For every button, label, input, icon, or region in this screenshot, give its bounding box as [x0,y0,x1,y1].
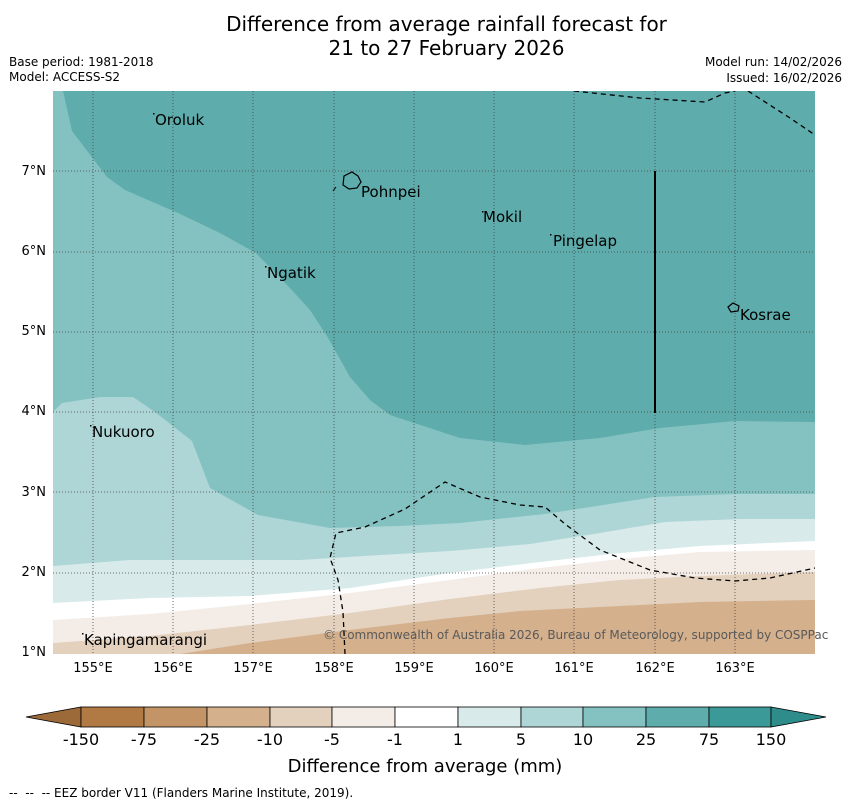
lat-label-1n: 1°N [21,645,47,660]
eez-legend: -- -- -- EEZ border V11 (Flanders Marine… [9,786,354,800]
small-island-marks [82,113,552,635]
model-run: Model run: 14/02/2026 [704,55,842,69]
pohnpei-islet [332,186,337,192]
colorbar [25,706,827,728]
colorbar-swatch-3 [206,706,271,728]
kosrae-island-shape [727,302,740,313]
colorbar-swatch-7 [457,706,522,728]
lon-label-156e: 156°E [153,661,193,676]
colorbar-swatch-11 [708,706,772,728]
colorbar-extend-high [770,706,827,728]
colorbar-tick-25: 25 [635,730,657,749]
base-period: Base period: 1981-2018 [9,55,154,69]
map-title-line-1: Difference from average rainfall forecas… [226,12,667,36]
lat-label-2n: 2°N [21,565,47,580]
colorbar-swatch-10 [645,706,710,728]
place-label-mokil: Mokil [483,208,523,226]
place-label-pingelap: Pingelap [553,232,618,250]
place-label-kapingamarangi: Kapingamarangi [84,631,208,649]
eez-border-lines [329,91,815,654]
colorbar-tick-minus150: -150 [62,730,100,749]
copyright-notice: © Commonwealth of Australia 2026, Bureau… [323,628,829,642]
lat-label-3n: 3°N [21,485,47,500]
lon-label-157e: 157°E [233,661,273,676]
map-title-line-2: 21 to 27 February 2026 [328,36,565,60]
band-minus25-to-minus10 [180,600,815,654]
model-name: Model: ACCESS-S2 [9,70,121,84]
colorbar-tick-75: 75 [698,730,720,749]
lon-label-159e: 159°E [394,661,434,676]
issued-date: Issued: 16/02/2026 [726,71,842,85]
colorbar-swatch-1 [80,706,145,728]
lon-label-155e: 155°E [73,661,113,676]
lat-label-7n: 7°N [21,164,47,179]
lat-label-5n: 5°N [21,324,47,339]
colorbar-swatch-9 [582,706,647,728]
place-label-pohnpei: Pohnpei [361,183,421,201]
colorbar-swatch-8 [520,706,584,728]
colorbar-tick-150: 150 [755,730,787,749]
lat-label-4n: 4°N [21,404,47,419]
lon-label-162e: 162°E [635,661,675,676]
colorbar-swatch-6 [394,706,459,728]
lat-label-6n: 6°N [21,244,47,259]
colorbar-label: Difference from average (mm) [287,756,563,777]
colorbar-tick-1: 1 [452,730,464,749]
colorbar-swatch-5 [331,706,396,728]
colorbar-swatch-4 [269,706,333,728]
lon-label-158e: 158°E [314,661,354,676]
colorbar-tick-10: 10 [572,730,594,749]
colorbar-tick-minus10: -10 [256,730,284,749]
colorbar-extend-low [25,706,82,728]
band-25-to-75 [63,91,815,445]
place-label-ngatik: Ngatik [267,264,316,282]
colorbar-tick-minus1: -1 [387,730,403,749]
rainfall-map [53,91,815,654]
pohnpei-island-shape [342,171,362,190]
place-label-oroluk: Oroluk [155,111,205,129]
colorbar-tick-minus25: -25 [193,730,221,749]
colorbar-tick-minus5: -5 [324,730,340,749]
place-label-nukuoro: Nukuoro [92,423,155,441]
place-label-kosrae: Kosrae [740,306,791,324]
colorbar-tick-minus75: -75 [130,730,158,749]
colorbar-swatch-2 [143,706,208,728]
colorbar-tick-5: 5 [515,730,527,749]
lon-label-163e: 163°E [715,661,755,676]
lon-label-161e: 161°E [554,661,594,676]
lon-label-160e: 160°E [474,661,514,676]
